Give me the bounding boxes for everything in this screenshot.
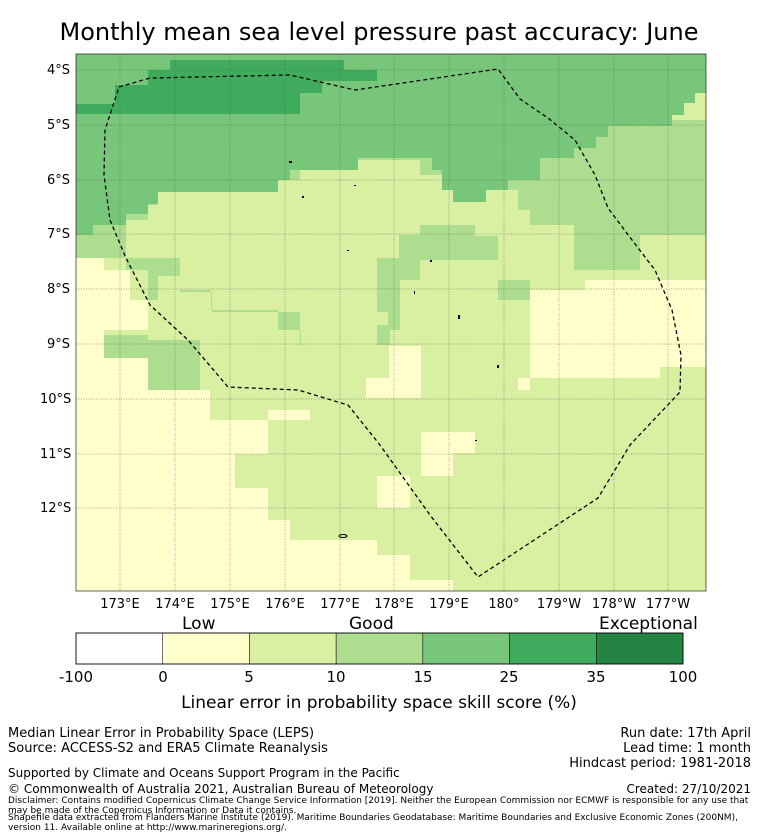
colorbar-swatch [249, 632, 337, 665]
source-text: Source: ACCESS-S2 and ERA5 Climate Reana… [8, 741, 328, 756]
method-text: Median Linear Error in Probability Space… [8, 726, 315, 741]
colorbar-tick: 35 [586, 668, 606, 686]
colorbar-tick: 25 [499, 668, 519, 686]
lon-label: 180° [488, 597, 520, 612]
lon-label: 178°W [591, 597, 637, 612]
lon-label: 177°E [320, 597, 360, 612]
lon-label: 174°E [155, 597, 195, 612]
lon-label: 173°E [100, 597, 140, 612]
lon-label: 179°E [429, 597, 469, 612]
run-date: Run date: 17th April [620, 726, 751, 741]
lat-label: 9°S [46, 337, 70, 352]
map-frame [75, 53, 707, 592]
colorbar-swatch [335, 632, 424, 665]
lat-label: 11°S [40, 447, 72, 462]
colorbar-tick: 15 [413, 668, 433, 686]
lat-label: 8°S [46, 282, 70, 297]
colorbar-swatch [422, 632, 510, 665]
lon-label: 179°W [536, 597, 582, 612]
eez-boundary [103, 68, 682, 578]
support-text: Supported by Climate and Oceans Support … [8, 766, 400, 780]
disclaimer-text: Disclaimer: Contains modified Copernicus… [8, 796, 749, 816]
colorbar-swatch [596, 632, 684, 665]
lat-label: 10°S [40, 392, 72, 407]
map-title: Monthly mean sea level pressure past acc… [59, 18, 699, 46]
islands [289, 161, 499, 538]
lat-label: 4°S [46, 63, 70, 78]
colorbar-swatch [509, 632, 597, 665]
lead-time: Lead time: 1 month [623, 741, 751, 756]
gridlines [76, 54, 706, 591]
copyright-text: © Commonwealth of Australia 2021, Austra… [8, 782, 434, 796]
created-date: Created: 27/10/2021 [626, 782, 751, 796]
colorbar [75, 632, 684, 665]
colorbar-swatch [75, 632, 163, 665]
lon-label: 178°E [374, 597, 414, 612]
lat-label: 6°S [46, 173, 70, 188]
colorbar-label: Linear error in probability space skill … [181, 693, 577, 713]
very-high-skill-region [76, 60, 377, 114]
low-skill-region [76, 258, 706, 591]
lat-label: 7°S [46, 227, 70, 242]
skill-score-map [75, 53, 707, 592]
colorbar-swatch [162, 632, 250, 665]
lon-label: 176°E [265, 597, 305, 612]
lat-label: 5°S [46, 118, 70, 133]
colorbar-category-good: Good [349, 614, 394, 634]
colorbar-category-low: Low [182, 614, 216, 634]
lat-label: 12°S [40, 501, 72, 516]
colorbar-tick: -100 [58, 668, 94, 686]
colorbar-tick: 5 [244, 668, 254, 686]
colorbar-tick: 0 [158, 668, 168, 686]
colorbar-category-exceptional: Exceptional [599, 614, 698, 634]
lon-label: 175°E [210, 597, 250, 612]
colorbar-tick: 100 [668, 668, 698, 686]
lon-label: 177°W [645, 597, 691, 612]
colorbar-tick: 10 [326, 668, 346, 686]
shapefile-credit: Shapefile data extracted from Flanders M… [8, 813, 738, 833]
hindcast-period: Hindcast period: 1981-2018 [569, 756, 751, 771]
